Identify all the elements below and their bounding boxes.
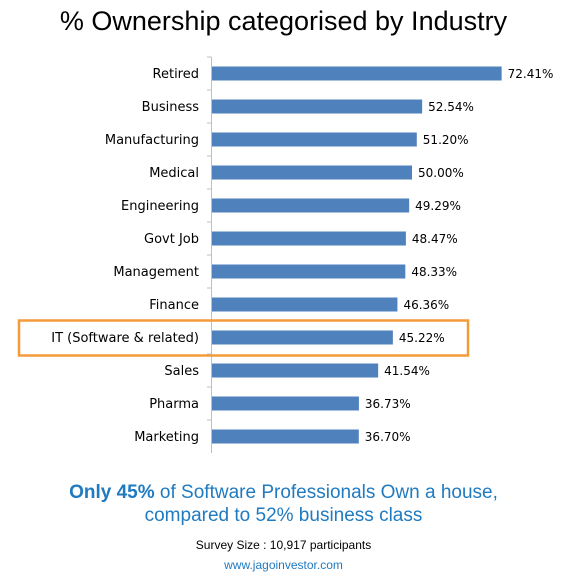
value-label: 72.41% xyxy=(508,67,554,81)
value-label: 41.54% xyxy=(384,364,430,378)
headline: Only 45% of Software Professionals Own a… xyxy=(0,481,567,527)
bar-2 xyxy=(212,132,417,147)
website-link[interactable]: www.jagoinvestor.com xyxy=(224,558,343,572)
bar-8 xyxy=(212,330,393,345)
value-label: 36.73% xyxy=(365,397,411,411)
bar-1 xyxy=(212,99,423,114)
headline-line2: compared to 52% business class xyxy=(144,505,423,526)
category-label: Marketing xyxy=(134,430,199,445)
chart-title: % Ownership categorised by Industry xyxy=(59,6,508,36)
headline-rest-line1: of Software Professionals Own a house, xyxy=(154,482,498,503)
value-label: 49.29% xyxy=(415,199,461,213)
bar-0 xyxy=(212,66,502,81)
category-label: Management xyxy=(113,265,199,280)
value-label: 48.47% xyxy=(412,232,458,246)
value-label: 45.22% xyxy=(399,331,445,345)
category-label: Manufacturing xyxy=(105,133,199,148)
value-label: 50.00% xyxy=(418,166,464,180)
category-label: Medical xyxy=(149,166,199,181)
value-label: 46.36% xyxy=(403,298,449,312)
category-label: Engineering xyxy=(121,199,199,214)
value-label: 48.33% xyxy=(411,265,457,279)
bar-9 xyxy=(212,363,379,378)
category-label: Govt Job xyxy=(144,232,199,247)
category-label: Retired xyxy=(153,67,199,82)
bar-10 xyxy=(212,396,359,411)
bar-7 xyxy=(212,297,398,312)
bar-5 xyxy=(212,231,406,246)
category-label: Pharma xyxy=(149,397,199,412)
bar-4 xyxy=(212,198,410,213)
category-label: IT (Software & related) xyxy=(51,331,199,346)
bar-3 xyxy=(212,165,412,180)
value-label: 52.54% xyxy=(428,100,474,114)
survey-size: Survey Size : 10,917 participants xyxy=(195,538,372,552)
bars-group: Retired 72.41% Business 52.54% Manufacturing… xyxy=(17,56,554,445)
bar-11 xyxy=(212,429,359,444)
value-label: 36.70% xyxy=(365,430,411,444)
highlight-box xyxy=(17,319,470,357)
bar-6 xyxy=(212,264,406,279)
category-label: Sales xyxy=(164,364,199,379)
category-label: Finance xyxy=(149,298,199,313)
value-label: 51.20% xyxy=(423,133,469,147)
headline-strong: Only 45% xyxy=(69,482,155,503)
category-label: Business xyxy=(142,100,200,115)
